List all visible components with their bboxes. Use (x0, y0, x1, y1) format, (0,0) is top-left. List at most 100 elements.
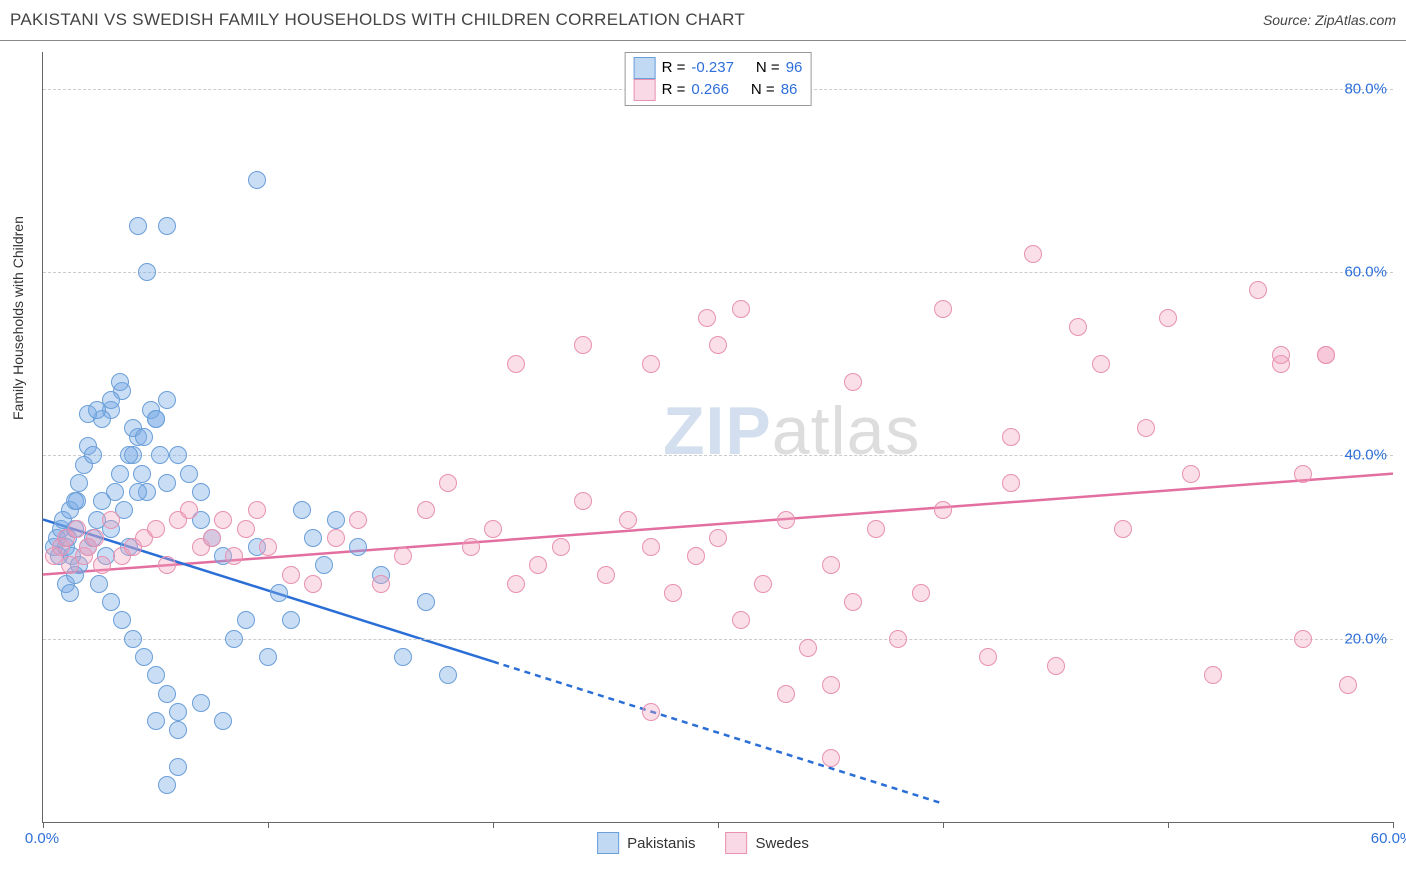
data-point (327, 529, 345, 547)
data-point (327, 511, 345, 529)
data-point (113, 611, 131, 629)
data-point (158, 556, 176, 574)
r-label: R = (662, 57, 686, 79)
data-point (169, 721, 187, 739)
data-point (687, 547, 705, 565)
data-point (822, 749, 840, 767)
data-point (552, 538, 570, 556)
data-point (214, 712, 232, 730)
data-point (111, 465, 129, 483)
gridline (43, 639, 1393, 640)
data-point (147, 712, 165, 730)
data-point (169, 703, 187, 721)
ytick-label: 20.0% (1344, 630, 1387, 647)
data-point (1204, 666, 1222, 684)
data-point (417, 501, 435, 519)
data-point (133, 465, 151, 483)
data-point (1159, 309, 1177, 327)
data-point (282, 566, 300, 584)
data-point (1137, 419, 1155, 437)
data-point (86, 529, 104, 547)
legend-swatch (634, 57, 656, 79)
gridline (43, 455, 1393, 456)
data-point (180, 501, 198, 519)
legend-label: Swedes (756, 835, 809, 852)
y-axis-label: Family Households with Children (10, 216, 26, 420)
data-point (844, 373, 862, 391)
data-point (270, 584, 288, 602)
data-point (158, 685, 176, 703)
data-point (237, 611, 255, 629)
data-point (315, 556, 333, 574)
watermark: ZIPatlas (663, 392, 920, 470)
data-point (147, 520, 165, 538)
ytick-label: 80.0% (1344, 80, 1387, 97)
data-point (248, 171, 266, 189)
xtick (943, 822, 944, 828)
trendline (493, 662, 943, 804)
data-point (214, 511, 232, 529)
r-value: 0.266 (691, 79, 729, 101)
data-point (147, 666, 165, 684)
data-point (70, 474, 88, 492)
data-point (106, 483, 124, 501)
data-point (93, 556, 111, 574)
stats-legend: R =-0.237N =96R = 0.266N =86 (625, 52, 812, 106)
data-point (192, 483, 210, 501)
data-point (102, 511, 120, 529)
n-value: 96 (786, 57, 803, 79)
data-point (135, 648, 153, 666)
data-point (1249, 281, 1267, 299)
xtick-label: 60.0% (1371, 830, 1406, 847)
data-point (158, 217, 176, 235)
source-label: Source: ZipAtlas.com (1263, 12, 1396, 28)
data-point (129, 217, 147, 235)
data-point (248, 501, 266, 519)
data-point (66, 492, 84, 510)
data-point (102, 593, 120, 611)
n-label: N = (751, 79, 775, 101)
data-point (1294, 465, 1312, 483)
data-point (462, 538, 480, 556)
data-point (698, 309, 716, 327)
data-point (709, 529, 727, 547)
data-point (1002, 474, 1020, 492)
legend-swatch (726, 832, 748, 854)
data-point (169, 758, 187, 776)
xtick (43, 822, 44, 828)
data-point (934, 501, 952, 519)
data-point (151, 446, 169, 464)
data-point (777, 511, 795, 529)
data-point (293, 501, 311, 519)
data-point (597, 566, 615, 584)
series-legend: PakistanisSwedes (597, 832, 809, 854)
data-point (129, 483, 147, 501)
gridline (43, 272, 1393, 273)
data-point (259, 538, 277, 556)
data-point (372, 575, 390, 593)
data-point (642, 355, 660, 373)
data-point (111, 373, 129, 391)
data-point (1317, 346, 1335, 364)
chart-title: PAKISTANI VS SWEDISH FAMILY HOUSEHOLDS W… (10, 10, 745, 30)
data-point (664, 584, 682, 602)
data-point (68, 520, 86, 538)
data-point (237, 520, 255, 538)
data-point (282, 611, 300, 629)
watermark-zip: ZIP (663, 393, 772, 469)
xtick (718, 822, 719, 828)
data-point (138, 263, 156, 281)
r-label: R = (662, 79, 686, 101)
data-point (799, 639, 817, 657)
data-point (1092, 355, 1110, 373)
data-point (124, 630, 142, 648)
data-point (158, 776, 176, 794)
data-point (203, 529, 221, 547)
data-point (1339, 676, 1357, 694)
data-point (732, 300, 750, 318)
data-point (394, 547, 412, 565)
data-point (169, 446, 187, 464)
data-point (1182, 465, 1200, 483)
data-point (709, 336, 727, 354)
data-point (1069, 318, 1087, 336)
